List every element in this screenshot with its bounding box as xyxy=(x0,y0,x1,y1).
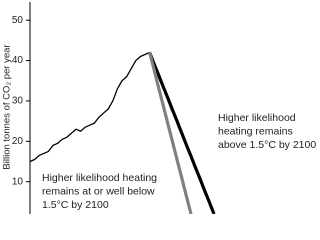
y-tick-label: 20 xyxy=(12,136,24,147)
y-tick-label: 40 xyxy=(12,55,24,66)
annotation: 1.5°C by 2100 xyxy=(42,199,109,211)
annotation: remains at or well below xyxy=(42,185,155,197)
y-tick-label: 30 xyxy=(12,96,24,107)
annotation: heating remains xyxy=(218,125,293,137)
series-line xyxy=(148,52,193,214)
y-tick-label: 10 xyxy=(12,176,24,187)
annotation: Higher likelihood heating xyxy=(42,172,157,184)
annotation: above 1.5°C by 2100 xyxy=(218,139,316,151)
chart: Billion tonnes of CO₂ per year 10 20 30 40 5… xyxy=(2,2,316,214)
series-line xyxy=(148,51,216,214)
annotation: Higher likelihood xyxy=(218,112,296,124)
series-line xyxy=(29,51,150,163)
y-tick-label: 50 xyxy=(12,15,24,26)
y-axis-label: Billion tonnes of CO₂ per year xyxy=(2,44,13,169)
